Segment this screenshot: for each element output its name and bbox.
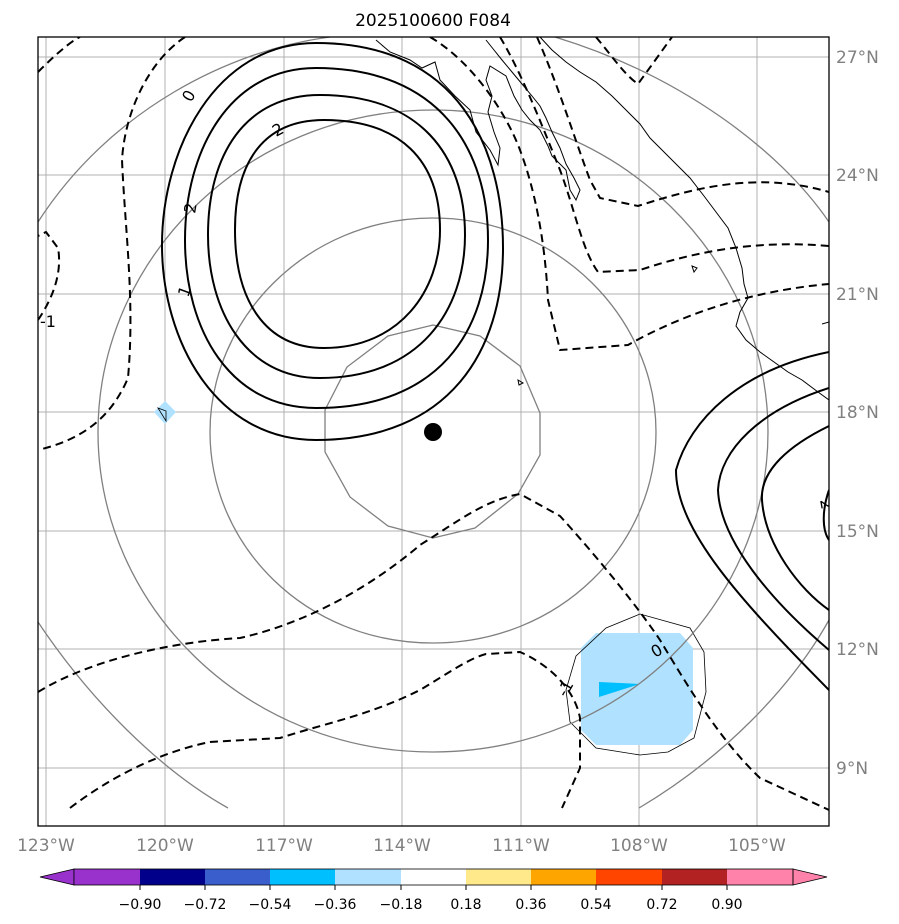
- colorbar-ticks: [139, 885, 728, 890]
- lat-label-15n: 15°N: [836, 522, 879, 542]
- lat-label-18n: 18°N: [836, 403, 879, 423]
- storm-center-marker: [424, 423, 442, 441]
- colorbar: −0.90 −0.72 −0.54 −0.36 −0.18 0.18 0.36 …: [39, 868, 828, 913]
- range-ring-4b: [554, 37, 829, 223]
- colorbar-bin-8: [531, 869, 596, 885]
- colorbar-outline: [73, 868, 794, 886]
- small-contour-marker: [157, 407, 167, 423]
- contour-ring-inner: [233, 118, 442, 350]
- colorbar-label: 0.36: [515, 897, 546, 913]
- lat-label-24n: 24°N: [836, 166, 879, 186]
- lon-label-120w: 120°W: [136, 836, 194, 856]
- dashed-contours: [38, 37, 829, 811]
- colorbar-high-extension: [792, 868, 828, 886]
- dashed-north-1: [429, 37, 829, 352]
- colorbar-bin-7: [466, 869, 531, 885]
- baja-california-coast: [375, 39, 581, 202]
- lat-label-9n: 9°N: [836, 759, 868, 779]
- coast-islet: [691, 265, 698, 274]
- strong-negative-streak: [599, 682, 640, 697]
- dashed-north-4: [595, 37, 673, 86]
- colorbar-label: −0.90: [119, 897, 162, 913]
- lon-label-114w: 114°W: [373, 836, 431, 856]
- mainland-mexico-coast: [539, 37, 829, 401]
- contour-east-2: [716, 387, 829, 651]
- range-rings: [38, 37, 829, 809]
- lon-label-108w: 108°W: [610, 836, 668, 856]
- latitude-labels: 27°N 24°N 21°N 18°N 15°N 12°N 9°N: [836, 48, 879, 779]
- colorbar-bin-9: [596, 869, 662, 885]
- map-frame: [37, 36, 830, 827]
- dashed-west-bulge: [38, 230, 61, 321]
- colorbar-bin-10: [662, 869, 727, 885]
- lat-label-21n: 21°N: [836, 285, 879, 305]
- negative-anomaly-patch: [581, 633, 693, 745]
- colorbar-label: −0.36: [314, 897, 357, 913]
- range-ring-2: [209, 217, 657, 644]
- contour-ring-outer: [160, 41, 505, 442]
- colorbar-label: 0.90: [711, 897, 742, 913]
- colorbar-bin-3: [205, 869, 270, 885]
- map-area: 0 2 2 1 -1 0 -1 2: [38, 37, 836, 826]
- dashed-mid-front: [38, 492, 829, 811]
- contour-label-2-east: 2: [816, 497, 836, 510]
- dashed-north-3: [536, 37, 829, 208]
- contour-labels: 0 2 2 1 -1 0 -1 2: [40, 87, 836, 700]
- contour-east-4: [822, 489, 829, 541]
- small-negative-diamond: [154, 401, 176, 424]
- colorbar-bin-11: [727, 869, 793, 885]
- colorbar-label: 0.72: [646, 897, 677, 913]
- lat-label-27n: 27°N: [836, 48, 879, 68]
- sea-island: [517, 378, 525, 386]
- dashed-south-front: [69, 650, 581, 809]
- range-ring-1: [324, 324, 541, 539]
- colorbar-low-extension: [39, 868, 75, 886]
- contour-label-neg1-south: -1: [553, 677, 577, 700]
- colorbar-bin-1: [74, 869, 140, 885]
- contour-ring-3: [183, 66, 490, 410]
- map-title: 2025100600 F084: [355, 11, 511, 31]
- contour-label-1: 1: [174, 283, 195, 299]
- coastline: [375, 37, 829, 401]
- colorbar-bin-6: [401, 869, 466, 885]
- longitude-labels: 123°W 120°W 117°W 114°W 111°W 108°W 105°…: [17, 836, 786, 856]
- contour-label-0-north: 0: [178, 87, 200, 105]
- thin-contour-loop: [565, 613, 707, 756]
- colorbar-label: −0.54: [249, 897, 292, 913]
- range-ring-3: [97, 109, 769, 753]
- contour-label-2-left: 2: [180, 201, 200, 214]
- contour-east-3: [760, 425, 829, 611]
- colorbar-label: 0.54: [580, 897, 611, 913]
- colorbar-label: −0.18: [380, 897, 423, 913]
- lon-label-105w: 105°W: [728, 836, 786, 856]
- lon-label-117w: 117°W: [255, 836, 313, 856]
- colorbar-label: 0.18: [450, 897, 481, 913]
- colorbar-label: −0.72: [184, 897, 227, 913]
- coast-spit: [821, 321, 829, 325]
- lon-label-111w: 111°W: [492, 836, 550, 856]
- colorbar-bin-5: [335, 869, 401, 885]
- range-ring-4d: [638, 619, 829, 809]
- range-ring-4c: [38, 621, 229, 809]
- lon-label-123w: 123°W: [17, 836, 75, 856]
- lat-label-12n: 12°N: [836, 640, 879, 660]
- colorbar-bin-4: [270, 869, 335, 885]
- dashed-west-boundary: [38, 37, 186, 451]
- solid-contours: [160, 41, 829, 691]
- colorbar-tick-labels: −0.90 −0.72 −0.54 −0.36 −0.18 0.18 0.36 …: [119, 897, 743, 913]
- contour-east-1: [674, 351, 829, 691]
- shaded-anomaly: [154, 401, 707, 756]
- contour-label-neg1-west: -1: [40, 312, 56, 331]
- contour-ring-2: [206, 93, 467, 380]
- range-ring-4: [38, 37, 331, 223]
- dashed-north-2: [499, 37, 829, 274]
- colorbar-bin-2: [140, 869, 205, 885]
- dashed-northwest-arc: [38, 37, 81, 73]
